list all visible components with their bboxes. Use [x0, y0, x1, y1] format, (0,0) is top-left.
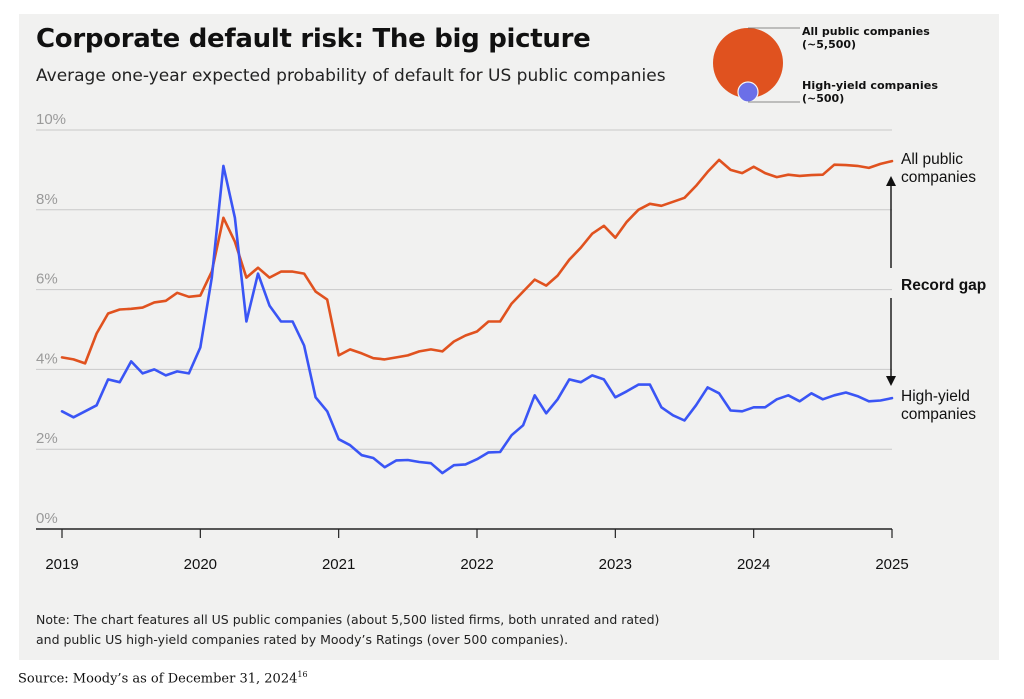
series-line-all-public [60, 158, 894, 365]
note-line-2: and public US high-yield companies rated… [36, 632, 569, 647]
source-line: Source: Moody’s as of December 31, 20241… [18, 670, 308, 686]
source-text: Source: Moody’s as of December 31, 2024 [18, 671, 298, 687]
series-label-line-2: companies [901, 406, 976, 423]
gap-arrow-head-up [886, 176, 896, 186]
x-tick-label: 2022 [460, 556, 493, 573]
series-label-line-1: High-yield [901, 388, 970, 405]
gap-arrow-head-down [886, 376, 896, 386]
source-footnote: 16 [297, 670, 308, 679]
chart-note: Note: The chart features all US public c… [36, 610, 756, 650]
y-tick-label: 8% [36, 191, 58, 208]
y-tick-label: 6% [36, 271, 58, 288]
x-tick-label: 2023 [599, 556, 632, 573]
legend-large-label-2: (~5,500) [802, 38, 856, 51]
y-tick-label: 2% [36, 430, 58, 447]
record-gap-annotation: Record gap [886, 176, 986, 386]
series-label-line-2: companies [901, 169, 976, 186]
legend-small-label-2: (~500) [802, 92, 844, 105]
series-line-high-yield [60, 164, 894, 475]
series-lines [60, 158, 894, 475]
chart-title: Corporate default risk: The big picture [36, 24, 591, 54]
bubble-legend: All public companies (~5,500) High-yield… [713, 25, 938, 105]
x-axis: 2019 2020 2021 2022 2023 2024 2025 [45, 529, 909, 573]
legend-bubble-high-yield [737, 81, 759, 103]
x-tick-label: 2019 [45, 556, 78, 573]
y-tick-label: 0% [36, 510, 58, 527]
grid-lines [36, 129, 892, 530]
x-tick-label: 2025 [875, 556, 908, 573]
x-tick-label: 2024 [737, 556, 770, 573]
series-label-line-1: All public [901, 151, 963, 168]
y-tick-label: 4% [36, 350, 58, 367]
y-tick-label: 10% [36, 111, 66, 128]
chart-panel [19, 14, 999, 660]
legend-small-label-1: High-yield companies [802, 79, 938, 92]
legend-bubble-all-public [713, 28, 783, 98]
x-tick-label: 2021 [322, 556, 355, 573]
legend-large-label-1: All public companies [802, 25, 930, 38]
record-gap-label: Record gap [901, 277, 986, 294]
y-axis: 0% 2% 4% 6% 8% 10% [36, 111, 66, 527]
x-tick-label: 2020 [184, 556, 217, 573]
chart-subtitle: Average one-year expected probability of… [36, 66, 666, 86]
note-line-1: Note: The chart features all US public c… [36, 612, 660, 627]
